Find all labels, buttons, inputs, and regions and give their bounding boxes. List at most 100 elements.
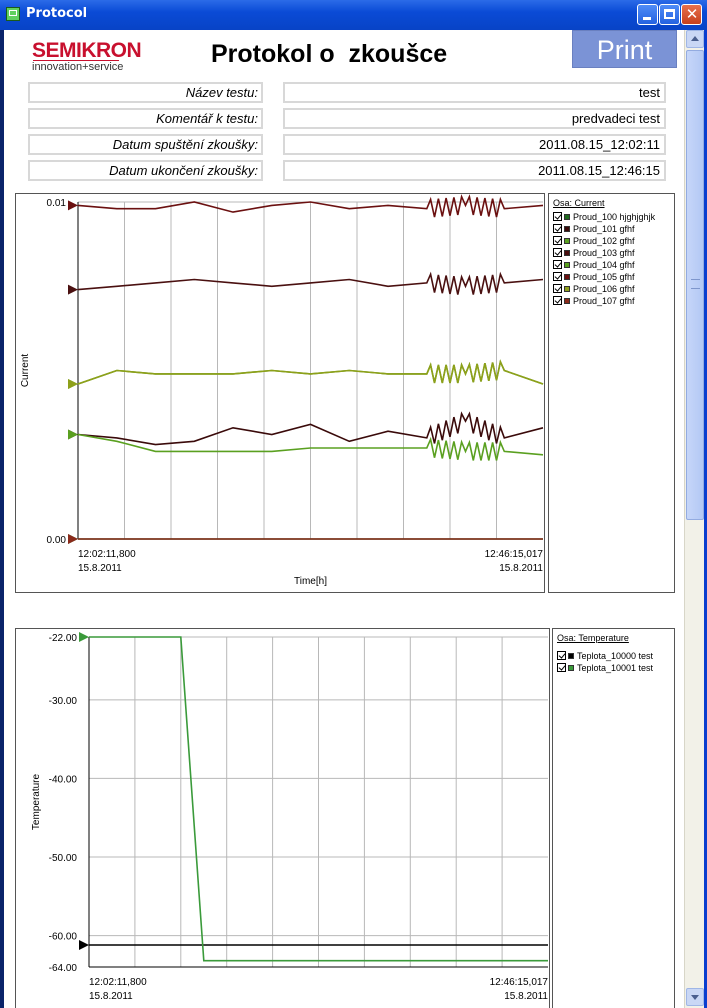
series-marker-icon [79, 940, 89, 950]
legend-label: Proud_107 gfhf [573, 296, 635, 306]
series-line [77, 271, 544, 295]
legend-color-swatch [564, 214, 570, 220]
title-bar[interactable]: Protocol ✕ [0, 0, 707, 30]
window-border [704, 30, 707, 1008]
temperature-chart-panel: -22.00 -30.00 -40.00 -50.00 -60.00 -64.00 Temp… [15, 628, 550, 1008]
field-label-test-name: Název testu: [28, 82, 263, 103]
legend-label: Teplota_10000 test [577, 651, 654, 661]
logo-tagline: innovation+service [32, 61, 124, 73]
vertical-scrollbar[interactable] [684, 30, 704, 1008]
y-axis-label: Current [20, 354, 31, 388]
series-marker-icon [68, 429, 78, 440]
field-value-start-date: 2011.08.15_12:02:11 [283, 134, 666, 155]
temperature-legend: Osa: Temperature Teplota_10000 test Teplo… [552, 628, 675, 1008]
legend-checkbox[interactable] [557, 663, 566, 672]
field-label-comment: Komentář k testu: [28, 108, 263, 129]
legend-item[interactable]: Proud_106 gfhf [553, 284, 635, 296]
page-title: Protokol o zkoušce [211, 40, 448, 68]
legend-label: Proud_100 hjghjghjk [573, 212, 656, 222]
legend-color-swatch [568, 653, 574, 659]
maximize-button[interactable] [659, 4, 680, 25]
minimize-button[interactable] [637, 4, 658, 25]
temperature-legend-title: Osa: Temperature [557, 633, 629, 643]
legend-color-swatch [568, 665, 574, 671]
field-label-end-date: Datum ukončení zkoušky: [28, 160, 263, 181]
legend-label: Proud_102 gfhf [573, 236, 635, 246]
y-tick-label: 0.01 [47, 198, 67, 209]
legend-item[interactable]: Proud_103 gfhf [553, 248, 635, 260]
x-start-time-label: 12:02:11,800 [78, 549, 136, 560]
legend-item[interactable]: Proud_102 gfhf [553, 236, 635, 248]
current-chart-panel: 0.01 0.00 Current 12:02:11,800 15.8.2011 12:4… [15, 193, 545, 593]
close-button[interactable]: ✕ [681, 4, 702, 25]
field-value-end-date: 2011.08.15_12:46:15 [283, 160, 666, 181]
field-value-comment: predvadeci test [283, 108, 666, 129]
legend-label: Proud_101 gfhf [573, 224, 635, 234]
series-line [77, 433, 544, 461]
legend-item[interactable]: Teplota_10000 test [557, 651, 653, 663]
current-legend: Osa: Current Proud_100 hjghjghjk Proud_10… [548, 193, 675, 593]
x-start-date-label: 15.8.2011 [78, 563, 122, 574]
legend-color-swatch [564, 286, 570, 292]
legend-checkbox[interactable] [553, 272, 562, 281]
legend-label: Teplota_10001 test [577, 663, 654, 673]
series-marker-icon [68, 200, 78, 211]
legend-label: Proud_103 gfhf [573, 248, 635, 258]
window-title: Protocol [26, 6, 88, 21]
x-end-time-label: 12:46:15,017 [490, 977, 549, 988]
legend-color-swatch [564, 298, 570, 304]
legend-color-swatch [564, 238, 570, 244]
legend-item[interactable]: Proud_105 gfhf [553, 272, 635, 284]
scroll-down-arrow-icon[interactable] [686, 988, 704, 1006]
legend-item[interactable]: Proud_107 gfhf [553, 296, 635, 308]
y-tick-label: 0.00 [47, 535, 67, 546]
field-label-start-date: Datum spuštění zkoušky: [28, 134, 263, 155]
legend-checkbox[interactable] [553, 236, 562, 245]
series-marker-icon [68, 534, 78, 544]
series-line [77, 411, 544, 446]
x-end-date-label: 15.8.2011 [499, 563, 543, 574]
logo-brand: SEMIKRON [32, 39, 142, 62]
legend-checkbox[interactable] [553, 284, 562, 293]
current-legend-title: Osa: Current [553, 198, 605, 208]
y-tick-label: -40.00 [49, 774, 78, 785]
legend-checkbox[interactable] [553, 296, 562, 305]
legend-label: Proud_106 gfhf [573, 284, 635, 294]
y-tick-label: -60.00 [49, 932, 78, 943]
legend-color-swatch [564, 274, 570, 280]
x-start-date-label: 15.8.2011 [89, 991, 133, 1002]
legend-checkbox[interactable] [553, 260, 562, 269]
scroll-thumb[interactable] [686, 50, 704, 520]
scroll-up-arrow-icon[interactable] [686, 30, 704, 48]
legend-item[interactable]: Proud_100 hjghjghjk [553, 212, 655, 224]
series-line [77, 194, 544, 218]
series-line [89, 636, 548, 962]
legend-checkbox[interactable] [553, 248, 562, 257]
legend-color-swatch [564, 262, 570, 268]
company-logo: SEMIKRON innovation+service [32, 39, 142, 73]
x-axis-label: Time[h] [294, 576, 327, 587]
legend-item[interactable]: Proud_104 gfhf [553, 260, 635, 272]
legend-checkbox[interactable] [557, 651, 566, 660]
y-tick-label: -22.00 [49, 633, 78, 644]
y-tick-label: -50.00 [49, 853, 78, 864]
field-value-test-name: test [283, 82, 666, 103]
legend-checkbox[interactable] [553, 224, 562, 233]
legend-label: Proud_104 gfhf [573, 260, 635, 270]
y-tick-label: -64.00 [49, 963, 78, 974]
series-marker-icon [68, 284, 78, 295]
app-icon [6, 7, 20, 21]
maximize-icon [664, 9, 675, 19]
y-axis-label: Temperature [31, 773, 42, 830]
legend-color-swatch [564, 226, 570, 232]
temperature-chart: -22.00 -30.00 -40.00 -50.00 -60.00 -64.00 Temp… [31, 632, 549, 1002]
print-button[interactable]: Print [572, 30, 677, 68]
legend-item[interactable]: Proud_101 gfhf [553, 224, 635, 236]
series-marker-icon [79, 632, 89, 642]
y-tick-label: -30.00 [49, 696, 78, 707]
legend-item[interactable]: Teplota_10001 test [557, 663, 653, 675]
minimize-icon [643, 17, 651, 20]
report-content: SEMIKRON innovation+service Protokol o z… [4, 30, 684, 1008]
legend-checkbox[interactable] [553, 212, 562, 221]
